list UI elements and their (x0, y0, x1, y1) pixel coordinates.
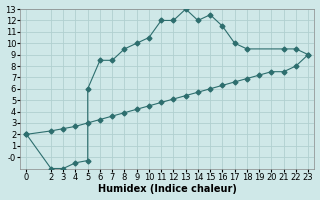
X-axis label: Humidex (Indice chaleur): Humidex (Indice chaleur) (98, 184, 237, 194)
